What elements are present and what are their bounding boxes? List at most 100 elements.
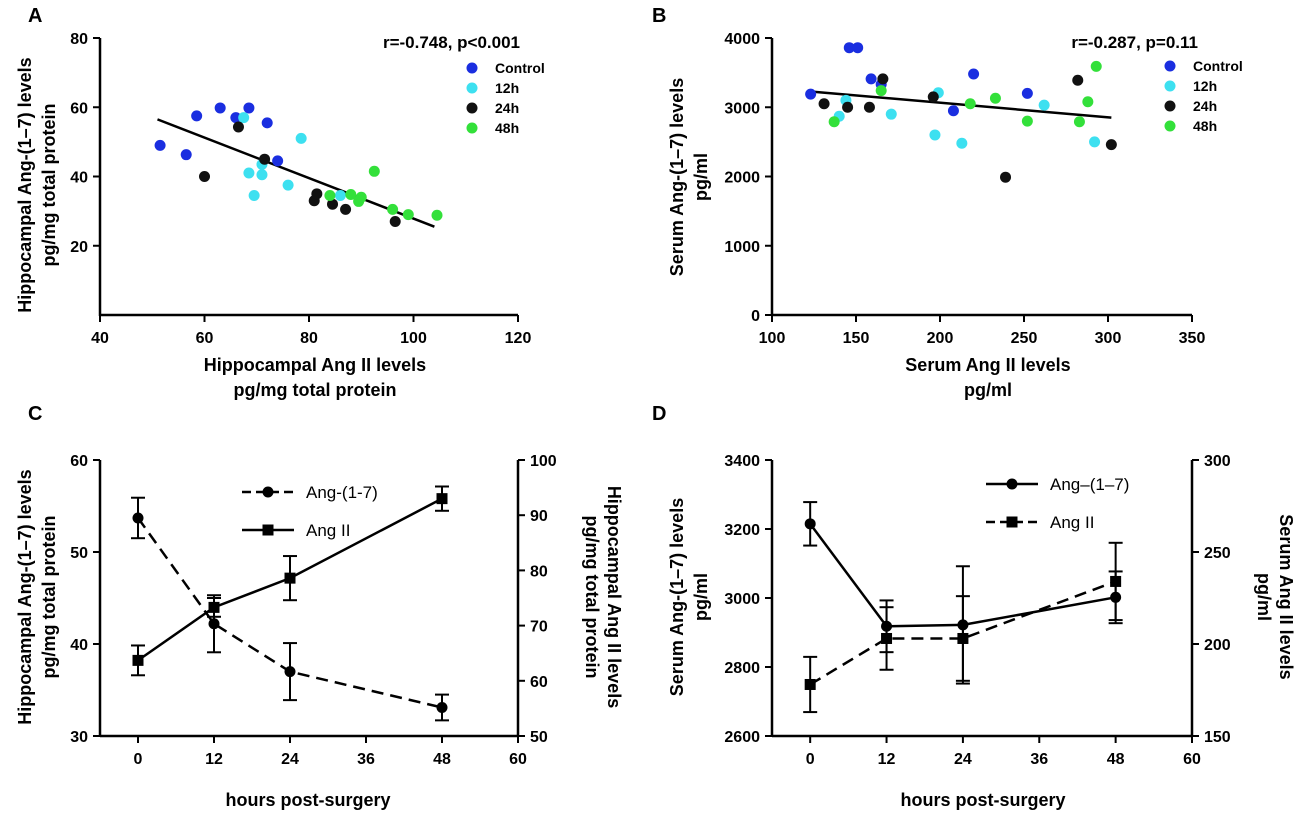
panel-b-xtick-label: 250 (1011, 330, 1038, 347)
panel-a-point-48h (355, 191, 367, 203)
panel-c-letter: C (28, 403, 42, 425)
panel-d-ytick-label: 3200 (724, 522, 760, 539)
panel-d-xtick-label: 48 (1107, 751, 1125, 768)
panel-b-point-control (843, 42, 855, 54)
panel-a-ytick-label: 40 (70, 170, 88, 187)
panel-c-y2tick-label: 100 (530, 453, 557, 470)
panel-b-legend-marker (1164, 80, 1176, 92)
panel-c-legend-label: Ang-(1-7) (306, 483, 378, 502)
panel-c-y2tick-label: 50 (530, 729, 548, 746)
panel-b-point-24h (927, 91, 939, 103)
panel-d-series-line (809, 580, 1117, 686)
panel-d-xtick-label: 0 (806, 751, 815, 768)
panel-a-xtick-label: 100 (400, 330, 427, 347)
panel-b-point-24h (1105, 139, 1117, 151)
panel-b-xtick-label: 200 (927, 330, 954, 347)
panel-c-xtick-label: 48 (433, 751, 451, 768)
panel-a-point-24h (259, 153, 271, 165)
panel-a-point-48h (324, 190, 336, 202)
panel-a-legend-marker (466, 82, 478, 94)
panel-a-point-48h (368, 165, 380, 177)
panel-b-legend-label: 48h (1193, 118, 1217, 134)
panel-c-series-line (136, 517, 443, 709)
panel-a-stats: r=-0.748, p<0.001 (383, 33, 520, 52)
panel-d-legend-label: Ang II (1050, 513, 1094, 532)
panel-c-y2label-units: pg/mg total protein (582, 516, 602, 679)
panel-c-marker-circle (284, 666, 296, 678)
panel-a-point-control (214, 102, 226, 114)
panel-b-point-24h (842, 101, 854, 113)
panel-a: A r=-0.748, p<0.001 Hippocampal Ang II l… (15, 5, 545, 400)
panel-c-xlabel: hours post-surgery (225, 790, 390, 810)
panel-d-y2tick-label: 150 (1204, 729, 1231, 746)
panel-c-xtick-label: 24 (281, 751, 299, 768)
panel-a-point-12h (248, 190, 260, 202)
panel-a-point-12h (282, 179, 294, 191)
panel-d-y2tick-label: 200 (1204, 637, 1231, 654)
panel-b-legend-marker (1164, 60, 1176, 72)
panel-a-point-48h (431, 209, 443, 221)
panel-d-y2tick-label: 250 (1204, 545, 1231, 562)
panel-c-legend-marker (262, 524, 274, 536)
panel-b-point-control (968, 68, 980, 80)
panel-d: D hours post-surgery Serum Ang-(1–7) lev… (652, 403, 1296, 810)
panel-b-point-48h (828, 116, 840, 128)
panel-a-xtick-label: 40 (91, 330, 109, 347)
panel-c-marker-circle (436, 701, 448, 713)
panel-b-point-48h (964, 98, 976, 110)
panel-b-point-12h (956, 137, 968, 149)
panel-d-ytick-label: 3400 (724, 453, 760, 470)
panel-a-point-48h (345, 189, 357, 201)
panel-b-ytick-label: 0 (751, 308, 760, 325)
panel-b-legend-marker (1164, 100, 1176, 112)
panel-b-xtick-label: 150 (843, 330, 870, 347)
panel-a-point-24h (340, 203, 352, 215)
panel-c-xtick-label: 60 (509, 751, 527, 768)
panel-a-letter: A (28, 5, 42, 27)
panel-b-point-48h (1021, 115, 1033, 127)
panel-d-marker-square (957, 632, 969, 644)
panel-c-y2tick-label: 60 (530, 674, 548, 691)
panel-c-ytick-label: 60 (70, 453, 88, 470)
panel-a-point-24h (311, 188, 323, 200)
panel-d-ytick-label: 3000 (724, 591, 760, 608)
panel-b-ytick-label: 1000 (724, 239, 760, 256)
panel-c-marker-circle (208, 618, 220, 630)
panel-d-marker-square (804, 678, 816, 690)
panel-a-point-48h (387, 203, 399, 215)
panel-a-point-24h (199, 171, 210, 182)
panel-b-xtick-label: 100 (759, 330, 786, 347)
panel-b-ylabel: Serum Ang-(1–7) levels (667, 78, 687, 276)
panel-b-ylabel-units: pg/ml (691, 153, 711, 201)
panel-c-marker-circle (132, 512, 144, 524)
panel-d-xtick-label: 24 (954, 751, 972, 768)
panel-a-ytick-label: 80 (70, 31, 88, 48)
panel-b-point-48h (989, 92, 1001, 104)
panel-d-ytick-label: 2800 (724, 660, 760, 677)
panel-a-xlabel: Hippocampal Ang II levels (204, 355, 426, 375)
panel-c-marker-square (132, 654, 144, 666)
panel-b-point-24h (1000, 171, 1012, 183)
panel-a-point-12h (334, 190, 346, 202)
panel-c-ytick-label: 40 (70, 637, 88, 654)
panel-d-xtick-label: 60 (1183, 751, 1201, 768)
panel-d-ytick-label: 2600 (724, 729, 760, 746)
panel-b-point-24h (877, 73, 889, 85)
panel-a-ylabel-units: pg/mg total protein (39, 104, 59, 267)
panel-a-legend-marker (466, 102, 478, 114)
panel-c-y2label: Hippocampal Ang II levels (604, 486, 624, 708)
panel-b-xlabel: Serum Ang II levels (905, 355, 1070, 375)
panel-a-legend-label: 12h (495, 80, 519, 96)
panel-b-xtick-label: 350 (1179, 330, 1206, 347)
panel-c-y2tick-label: 80 (530, 563, 548, 580)
panel-a-point-control (180, 149, 192, 161)
panel-d-y2label-units: pg/ml (1254, 573, 1274, 621)
panel-a-point-control (191, 110, 203, 122)
panel-b-legend-label: 24h (1193, 98, 1217, 114)
panel-b-point-control (947, 105, 959, 117)
panel-d-legend-marker (1006, 516, 1018, 528)
panel-b-ytick-label: 3000 (724, 100, 760, 117)
panel-b-legend-label: 12h (1193, 78, 1217, 94)
panel-a-point-24h (232, 121, 244, 133)
